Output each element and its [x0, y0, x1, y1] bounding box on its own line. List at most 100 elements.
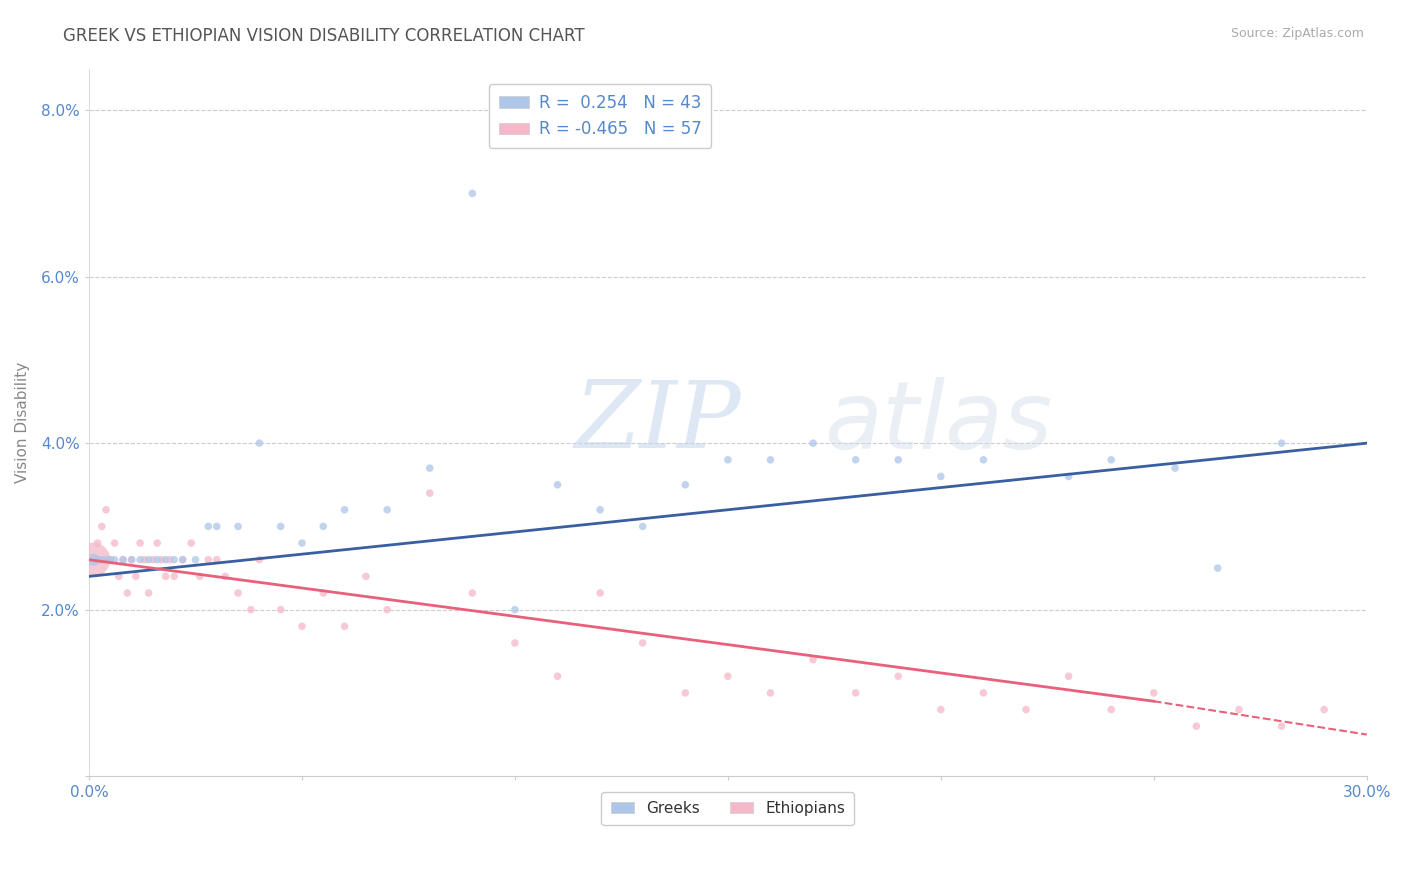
- Point: [759, 686, 782, 700]
- Point: [94, 502, 117, 516]
- Point: [205, 519, 228, 533]
- Point: [333, 619, 356, 633]
- Point: [1227, 702, 1250, 716]
- Point: [631, 636, 654, 650]
- Point: [461, 186, 484, 201]
- Point: [1185, 719, 1208, 733]
- Point: [226, 586, 249, 600]
- Point: [108, 569, 131, 583]
- Point: [631, 519, 654, 533]
- Point: [887, 452, 910, 467]
- Point: [146, 552, 169, 566]
- Point: [312, 519, 335, 533]
- Point: [1206, 561, 1229, 575]
- Point: [589, 586, 612, 600]
- Point: [270, 519, 292, 533]
- Point: [117, 586, 139, 600]
- Point: [547, 669, 569, 683]
- Point: [589, 502, 612, 516]
- Point: [673, 686, 696, 700]
- Point: [163, 552, 186, 566]
- Point: [247, 436, 270, 450]
- Point: [86, 536, 108, 550]
- Point: [86, 552, 108, 566]
- Point: [214, 569, 236, 583]
- Point: [98, 552, 121, 566]
- Point: [1099, 702, 1122, 716]
- Point: [375, 502, 398, 516]
- Point: [197, 519, 219, 533]
- Point: [759, 452, 782, 467]
- Point: [717, 669, 740, 683]
- Point: [184, 552, 207, 566]
- Point: [103, 552, 125, 566]
- Point: [333, 502, 356, 516]
- Point: [291, 536, 314, 550]
- Point: [270, 602, 292, 616]
- Point: [205, 552, 228, 566]
- Point: [121, 552, 143, 566]
- Point: [82, 552, 104, 566]
- Point: [972, 452, 994, 467]
- Point: [142, 552, 165, 566]
- Point: [312, 586, 335, 600]
- Point: [1015, 702, 1038, 716]
- Point: [112, 552, 135, 566]
- Point: [1143, 686, 1166, 700]
- Point: [163, 569, 186, 583]
- Point: [197, 552, 219, 566]
- Point: [375, 602, 398, 616]
- Point: [461, 586, 484, 600]
- Point: [172, 552, 194, 566]
- Point: [188, 569, 211, 583]
- Y-axis label: Vision Disability: Vision Disability: [15, 362, 30, 483]
- Point: [1099, 452, 1122, 467]
- Point: [138, 586, 160, 600]
- Point: [121, 552, 143, 566]
- Point: [929, 469, 952, 483]
- Point: [887, 669, 910, 683]
- Point: [801, 652, 824, 666]
- Point: [1270, 719, 1292, 733]
- Point: [150, 552, 173, 566]
- Point: [929, 702, 952, 716]
- Point: [103, 536, 125, 550]
- Point: [129, 536, 152, 550]
- Point: [129, 552, 152, 566]
- Point: [845, 686, 868, 700]
- Point: [291, 619, 314, 633]
- Point: [112, 552, 135, 566]
- Point: [845, 452, 868, 467]
- Point: [972, 686, 994, 700]
- Text: GREEK VS ETHIOPIAN VISION DISABILITY CORRELATION CHART: GREEK VS ETHIOPIAN VISION DISABILITY COR…: [63, 27, 585, 45]
- Point: [239, 602, 262, 616]
- Point: [1313, 702, 1336, 716]
- Point: [125, 569, 148, 583]
- Legend: Greeks, Ethiopians: Greeks, Ethiopians: [602, 792, 855, 825]
- Point: [547, 477, 569, 491]
- Text: Source: ZipAtlas.com: Source: ZipAtlas.com: [1230, 27, 1364, 40]
- Point: [226, 519, 249, 533]
- Text: atlas: atlas: [824, 376, 1052, 467]
- Point: [419, 461, 441, 475]
- Point: [90, 552, 112, 566]
- Text: ZIP: ZIP: [575, 377, 741, 467]
- Point: [98, 552, 121, 566]
- Point: [146, 536, 169, 550]
- Point: [717, 452, 740, 467]
- Point: [503, 602, 526, 616]
- Point: [419, 486, 441, 500]
- Point: [134, 552, 156, 566]
- Point: [247, 552, 270, 566]
- Point: [673, 477, 696, 491]
- Point: [90, 519, 112, 533]
- Point: [801, 436, 824, 450]
- Point: [94, 552, 117, 566]
- Point: [1270, 436, 1292, 450]
- Point: [138, 552, 160, 566]
- Point: [1057, 669, 1080, 683]
- Point: [82, 552, 104, 566]
- Point: [172, 552, 194, 566]
- Point: [1164, 461, 1187, 475]
- Point: [180, 536, 202, 550]
